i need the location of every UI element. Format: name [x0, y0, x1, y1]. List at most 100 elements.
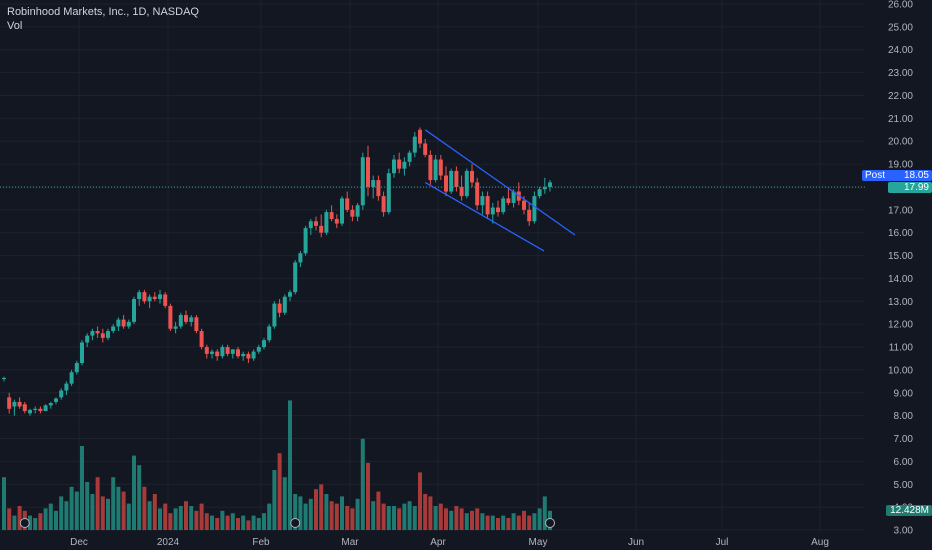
volume-badge: 12.428M	[886, 505, 932, 516]
candle-body	[168, 305, 173, 329]
symbol-title: Robinhood Markets, Inc., 1D, NASDAQ	[7, 6, 199, 18]
y-tick-label: 10.00	[888, 365, 913, 376]
volume-bar	[392, 506, 396, 530]
volume-bar	[85, 482, 90, 530]
candle-body	[371, 180, 376, 187]
volume-bar	[43, 508, 48, 530]
volume-bar	[59, 496, 64, 530]
y-tick-label: 11.00	[889, 343, 914, 354]
y-tick-label: 25.00	[888, 22, 913, 33]
event-marker[interactable]	[290, 518, 301, 528]
candle-body	[69, 372, 74, 384]
volume-bar	[116, 486, 121, 530]
volume-bar	[262, 513, 266, 530]
y-tick-label: 21.00	[888, 114, 913, 125]
channel-upper-line[interactable]	[424, 129, 576, 236]
candle-body	[64, 383, 69, 391]
volume-bar	[54, 510, 58, 530]
candle-body	[314, 221, 318, 226]
y-tick-label: 14.00	[888, 274, 913, 285]
x-tick-label: Apr	[430, 537, 446, 548]
volume-bar	[272, 470, 277, 530]
y-tick-label: 6.00	[894, 457, 914, 468]
last-price: 17.99	[903, 182, 929, 194]
candle-body	[137, 292, 142, 300]
volume-bar	[516, 515, 521, 530]
volume-bar	[256, 518, 261, 530]
channel-lower-line[interactable]	[424, 181, 545, 252]
candle-body	[412, 136, 417, 153]
volume-bar	[282, 477, 287, 530]
y-tick-label: 17.00	[888, 205, 913, 216]
candle-body	[459, 186, 464, 197]
volume-bar	[444, 508, 448, 530]
candle-body	[246, 353, 251, 359]
volume-value: 12.428M	[890, 505, 929, 516]
candle-body	[33, 408, 38, 410]
volume-bar	[194, 510, 199, 530]
candle-body	[28, 409, 32, 414]
candle-body	[527, 209, 532, 222]
candle-body	[303, 228, 308, 254]
volume-bar	[386, 506, 391, 530]
volume-bar	[480, 513, 485, 530]
candle-body	[126, 321, 131, 327]
event-marker[interactable]	[19, 518, 30, 528]
chart-legend: Robinhood Markets, Inc., 1D, NASDAQ Vol	[7, 5, 199, 33]
volume-bar	[537, 508, 542, 530]
volume-bar	[438, 503, 443, 530]
candle-body	[142, 292, 147, 302]
volume-bar	[184, 501, 188, 530]
y-tick-label: 5.00	[894, 480, 914, 491]
candle-body	[210, 351, 214, 354]
volume-bar	[90, 494, 95, 530]
candle-body	[116, 319, 121, 327]
candle-body	[428, 154, 433, 181]
candle-body	[111, 326, 116, 332]
volume-bar	[418, 472, 422, 530]
y-tick-label: 9.00	[894, 388, 914, 399]
candle-body	[22, 404, 27, 412]
candle-body	[204, 347, 209, 354]
volume-bar	[454, 506, 459, 530]
event-marker[interactable]	[545, 518, 555, 528]
candle-body	[496, 207, 500, 213]
candle-body	[7, 397, 12, 409]
candle-body	[90, 331, 95, 336]
volume-bar	[542, 496, 547, 530]
candle-body	[464, 170, 469, 197]
volume-bar	[48, 503, 53, 530]
volume-bar	[246, 520, 251, 530]
x-tick-label: Jun	[628, 537, 644, 548]
candle-body	[147, 296, 152, 302]
volume-bar	[459, 508, 464, 530]
volume-bar	[288, 400, 292, 530]
volume-bar	[178, 506, 183, 530]
volume-bar	[428, 496, 433, 530]
candle-body	[366, 157, 370, 187]
volume-bar	[126, 503, 131, 530]
y-tick-label: 7.00	[894, 434, 914, 445]
candle-body	[95, 331, 100, 334]
post-price: 18.05	[903, 169, 929, 181]
y-tick-label: 12.00	[888, 320, 913, 331]
volume-bar	[168, 513, 173, 530]
y-tick-label: 19.00	[888, 160, 913, 171]
volume-bar	[230, 513, 235, 530]
volume-bar	[80, 446, 84, 530]
volume-bar	[293, 494, 298, 530]
candle-body	[121, 319, 126, 327]
volume-bar	[324, 494, 329, 530]
volume-bar	[277, 453, 282, 530]
post-price-badge: Post 18.05	[862, 169, 932, 181]
volume-bar	[423, 494, 428, 530]
candle-body	[230, 349, 235, 354]
candle-body	[376, 180, 381, 197]
volume-bar	[137, 465, 142, 530]
volume-bar	[329, 501, 334, 530]
volume-bar	[121, 491, 126, 530]
post-label: Post	[865, 169, 886, 181]
volume-bar	[501, 515, 506, 530]
